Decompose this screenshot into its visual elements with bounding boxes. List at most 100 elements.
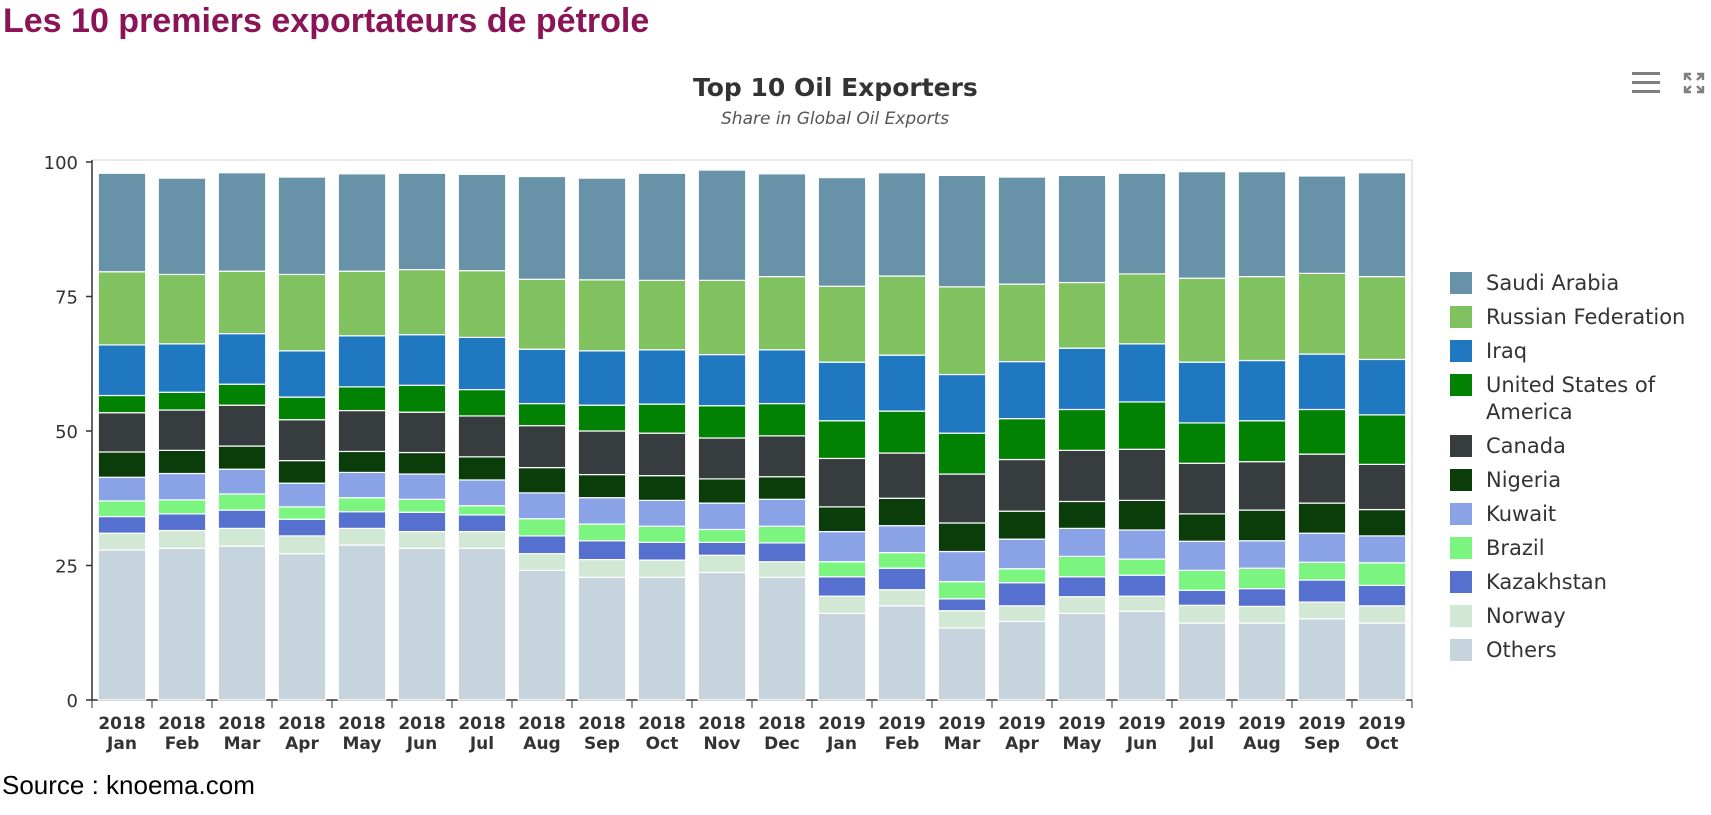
- legend-item[interactable]: Kazakhstan: [1450, 569, 1705, 596]
- bar-segment: [997, 458, 1047, 512]
- bar-segment: [997, 360, 1047, 420]
- bar-segment: [577, 558, 627, 578]
- bar-segment: [1237, 509, 1287, 542]
- bar-segment: [697, 571, 747, 701]
- bar-segment: [217, 404, 267, 447]
- bar-segment: [1237, 171, 1287, 278]
- legend-item[interactable]: Brazil: [1450, 535, 1705, 562]
- bar-segment: [217, 527, 267, 547]
- x-tick-year: 2019: [1178, 714, 1225, 734]
- bar-segment: [337, 497, 387, 513]
- bar-segment: [457, 505, 507, 516]
- bar-segment: [397, 334, 447, 386]
- x-tick-year: 2018: [398, 714, 445, 734]
- bar-segment: [517, 535, 567, 555]
- legend-item[interactable]: Norway: [1450, 603, 1705, 630]
- legend-item[interactable]: Canada: [1450, 433, 1705, 460]
- x-tick-month: Jun: [1126, 734, 1158, 754]
- x-tick-year: 2019: [878, 714, 925, 734]
- bar-segment: [637, 403, 687, 434]
- bar-segment: [637, 559, 687, 578]
- bar-segment: [937, 610, 987, 629]
- bar-segment: [577, 497, 627, 525]
- bar-segment: [97, 549, 147, 701]
- legend-item[interactable]: Kuwait: [1450, 501, 1705, 528]
- bar-segment: [397, 411, 447, 454]
- bar-segment: [97, 515, 147, 534]
- bar-segment: [1057, 408, 1107, 451]
- bar-segment: [1177, 277, 1227, 363]
- bar-segment: [1237, 588, 1287, 607]
- bar-segment: [757, 561, 807, 578]
- x-tick-year: 2018: [338, 714, 385, 734]
- bar-segment: [997, 568, 1047, 584]
- bar-segment: [1237, 275, 1287, 362]
- bar-segment: [1357, 605, 1407, 624]
- y-tick-label: 75: [55, 288, 78, 309]
- bar-segment: [577, 473, 627, 499]
- bar-segment: [157, 547, 207, 701]
- legend-item[interactable]: United States of America: [1450, 372, 1705, 426]
- bar-segment: [1357, 275, 1407, 361]
- x-tick-label: 2018 May: [338, 714, 385, 754]
- bar-segment: [217, 509, 267, 529]
- x-tick-label: 2019 Jun: [1118, 714, 1165, 754]
- bar-segment: [217, 493, 267, 511]
- bar-segment: [157, 449, 207, 475]
- bar-segment: [1237, 540, 1287, 569]
- legend-item[interactable]: Iraq: [1450, 338, 1705, 365]
- bar-segment: [397, 511, 447, 533]
- bar-segment: [937, 627, 987, 701]
- bar-segment: [277, 459, 327, 484]
- bar-segment: [1057, 596, 1107, 614]
- bar-segment: [397, 547, 447, 701]
- bar-segment: [997, 582, 1047, 607]
- legend-swatch: [1450, 340, 1472, 362]
- bar-segment: [517, 492, 567, 520]
- legend-item[interactable]: Russian Federation: [1450, 304, 1705, 331]
- legend-label: Brazil: [1486, 536, 1545, 560]
- bar-segment: [397, 384, 447, 413]
- x-tick-label: 2018 Jun: [398, 714, 445, 754]
- bar-segment: [1177, 622, 1227, 701]
- bar-segment: [337, 335, 387, 388]
- bar-segment: [577, 430, 627, 476]
- bar-segment: [337, 544, 387, 701]
- legend-item[interactable]: Nigeria: [1450, 467, 1705, 494]
- hamburger-menu-icon[interactable]: [1632, 72, 1660, 94]
- bar-segment: [1297, 618, 1347, 701]
- bar-segment: [1117, 595, 1167, 612]
- bar-segment: [217, 172, 267, 272]
- x-tick-label: 2019 Jul: [1178, 714, 1225, 754]
- bar-segment: [757, 576, 807, 701]
- bar-segment: [157, 391, 207, 411]
- legend-item[interactable]: Saudi Arabia: [1450, 270, 1705, 297]
- x-tick-month: Jun: [406, 734, 438, 754]
- bar-segment: [757, 275, 807, 351]
- bar-segment: [277, 176, 327, 276]
- bar-segment: [157, 273, 207, 345]
- x-tick-label: 2018 Oct: [638, 714, 685, 754]
- x-tick-month: Jul: [469, 734, 494, 754]
- bar-segment: [637, 172, 687, 281]
- bar-segment: [697, 405, 747, 439]
- x-tick-label: 2019 May: [1058, 714, 1105, 754]
- legend-item[interactable]: Others: [1450, 637, 1705, 664]
- bar-segment: [817, 285, 867, 363]
- bar-segment: [517, 278, 567, 350]
- bar-segment: [577, 576, 627, 701]
- legend-label: United States of America: [1486, 373, 1656, 424]
- bar-segment: [997, 620, 1047, 701]
- bar-segment: [1297, 579, 1347, 603]
- fullscreen-expand-icon[interactable]: [1683, 72, 1705, 94]
- bar-segment: [817, 561, 867, 578]
- x-tick-label: 2018 Jan: [98, 714, 145, 754]
- bar-segment: [937, 286, 987, 376]
- x-tick-year: 2019: [1058, 714, 1105, 734]
- bar-segment: [697, 279, 747, 356]
- bar-segment: [1057, 527, 1107, 557]
- bar-segment: [1237, 622, 1287, 701]
- x-tick-month: May: [343, 734, 382, 754]
- bar-segment: [1177, 171, 1227, 279]
- x-tick-month: Jan: [106, 734, 137, 754]
